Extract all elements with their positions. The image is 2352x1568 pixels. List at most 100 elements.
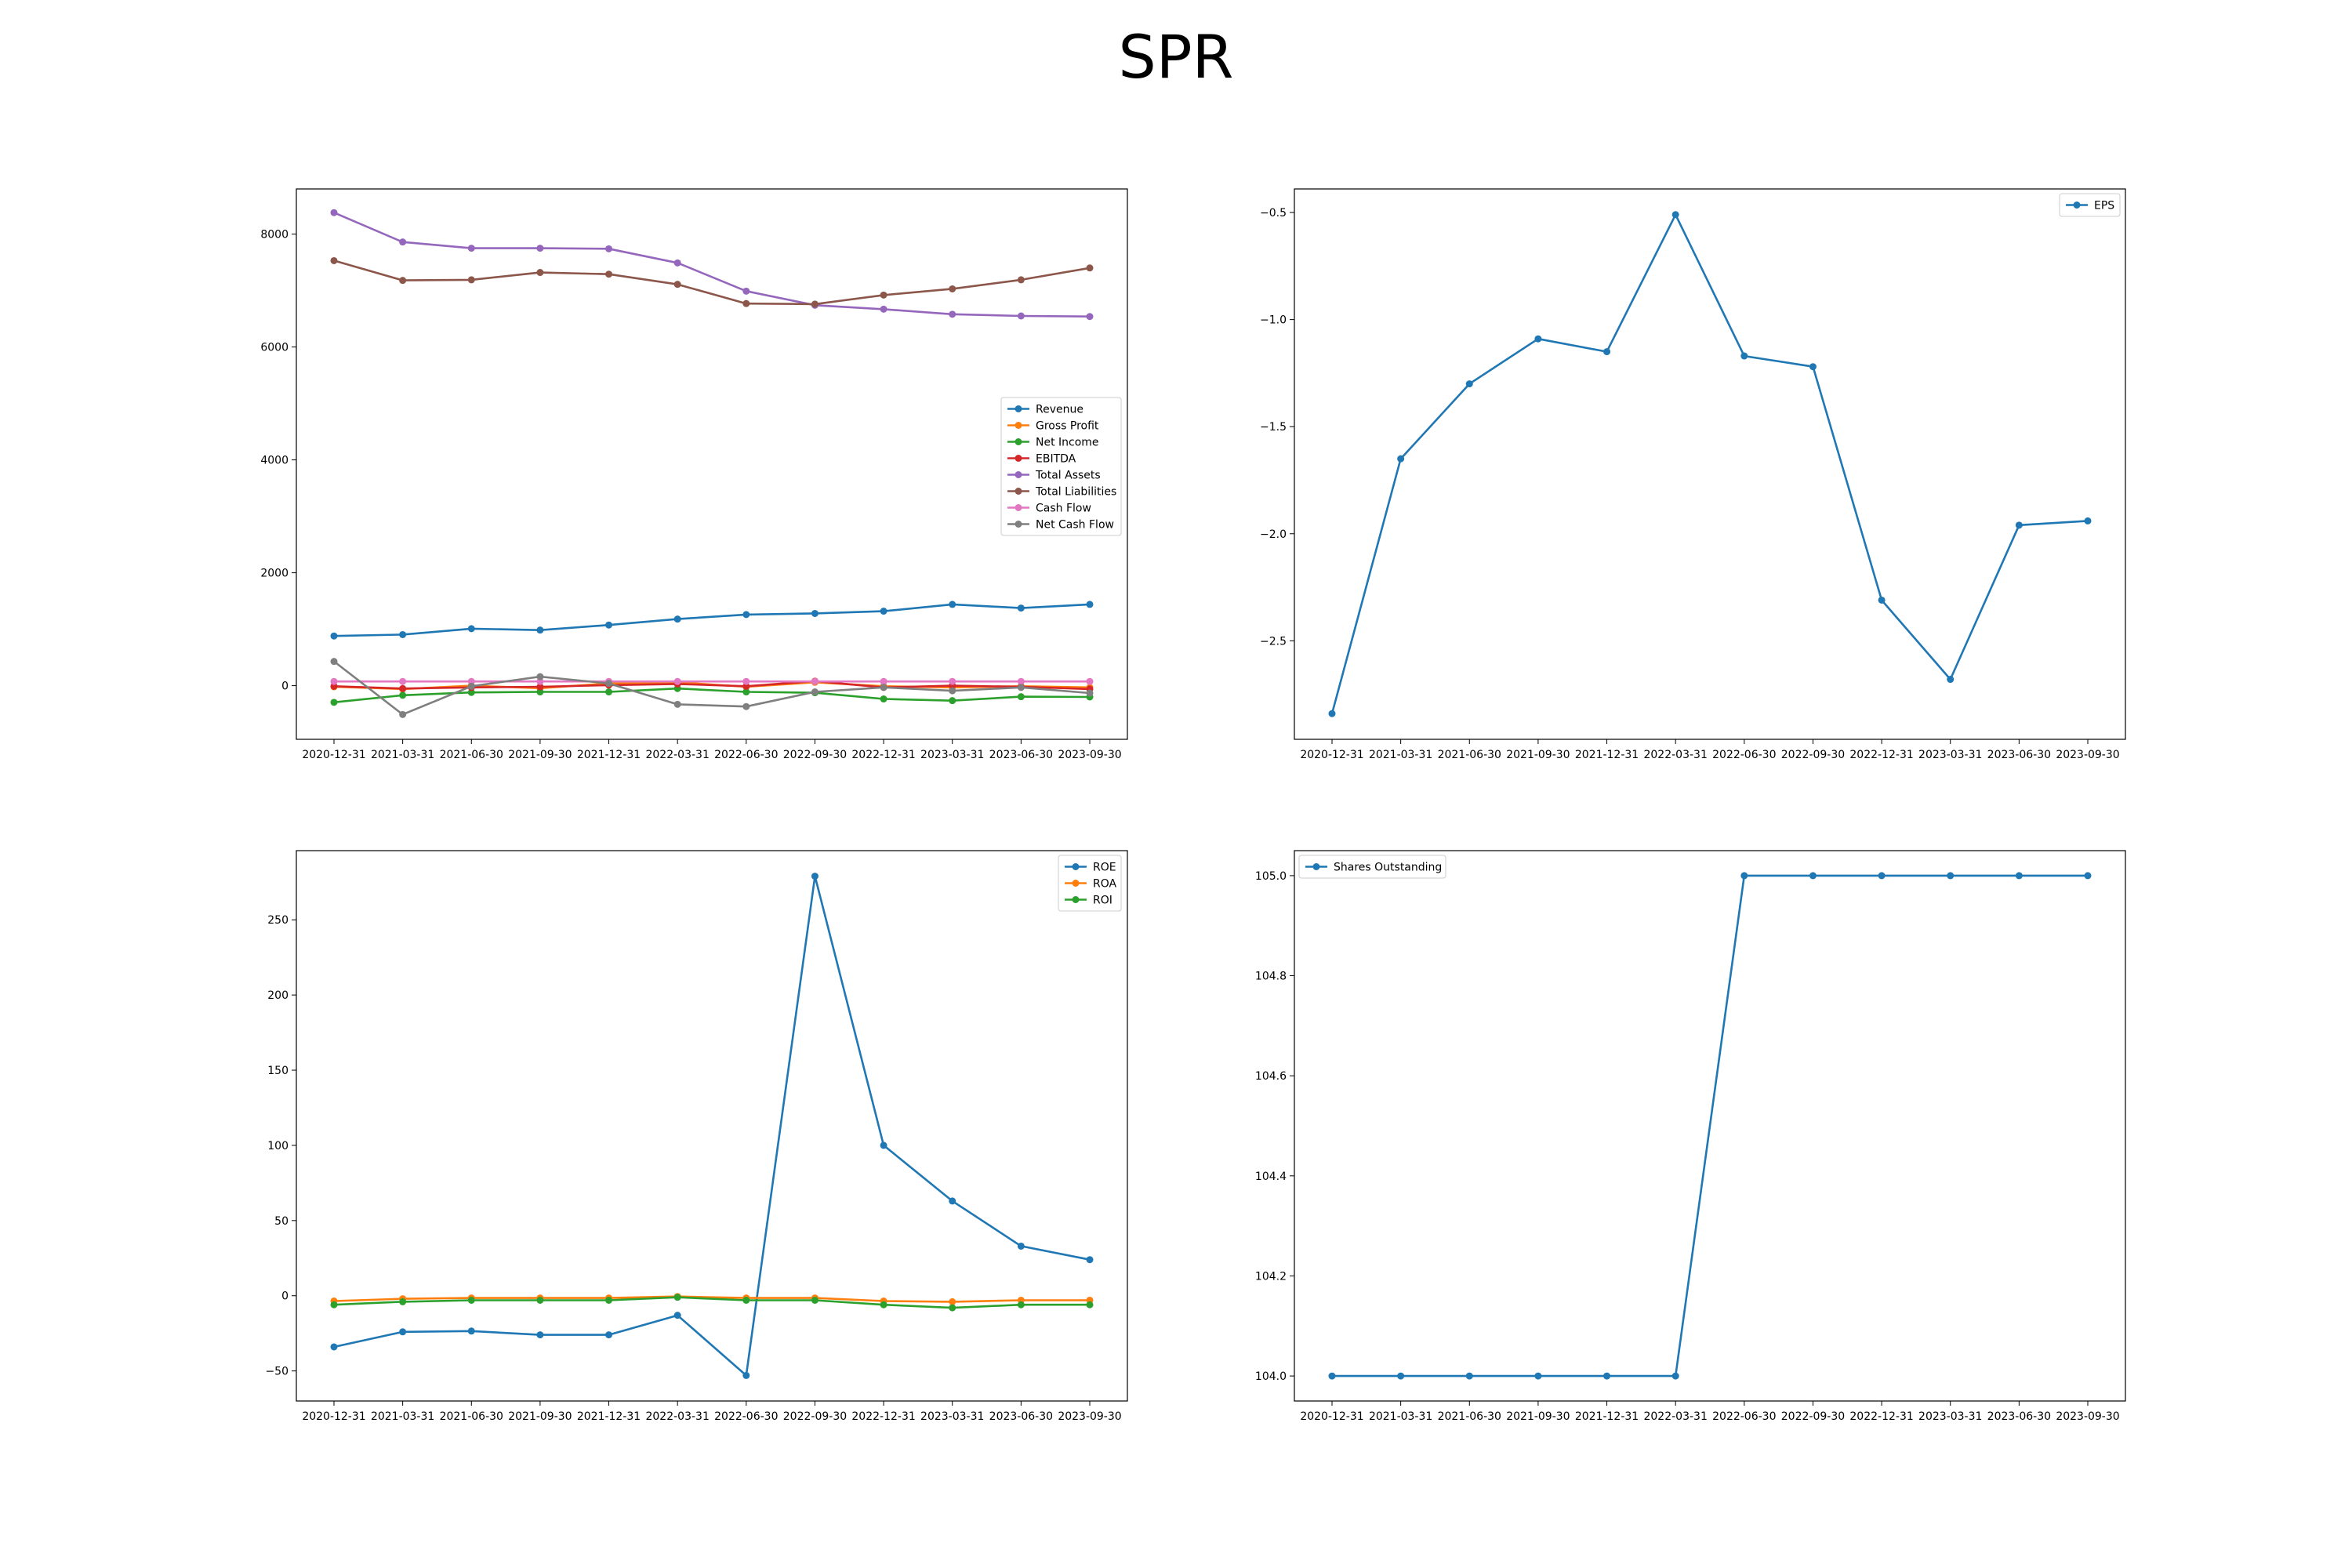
y-tick-label: 50 [274,1215,289,1228]
roi-point [399,1298,407,1305]
net-cash-flow-point [330,658,338,666]
x-tick-label: 2020-12-31 [1300,1410,1363,1423]
y-tick-label: 200 [267,989,289,1002]
cash-flow-point [330,677,338,685]
total-liabilities-point [1086,264,1094,272]
x-tick-label: 2023-09-30 [1058,749,1121,761]
eps-point [1465,380,1473,388]
total-liabilities-point [467,276,475,284]
eps-point [1671,211,1679,219]
roe-point [467,1327,475,1335]
cash-flow-point [673,677,681,685]
net-cash-flow-point [1017,684,1025,691]
plot-area [1294,188,2126,740]
page-title: SPR [1118,22,1234,92]
revenue-point [536,626,544,634]
roe-point [880,1142,887,1149]
roi-point [673,1294,681,1301]
revenue-point [880,608,887,615]
legend-marker-total-assets [1014,471,1022,478]
y-tick-label: 0 [281,1290,289,1303]
eps-point [2084,517,2092,524]
x-tick-label: 2020-12-31 [1300,749,1363,761]
net-cash-flow-point [1086,689,1094,697]
total-liabilities-point [811,300,818,308]
total-assets-line [333,212,1091,318]
legend-label-total-assets: Total Assets [1035,470,1101,482]
x-tick-label: 2023-09-30 [2056,1410,2119,1423]
total-liabilities-point [399,277,407,285]
x-tick-label: 2022-03-31 [645,1410,709,1423]
total-liabilities-line [333,260,1091,306]
legend-label-net-cash-flow: Net Cash Flow [1036,519,1114,532]
x-tick-label: 2021-09-30 [508,1410,572,1423]
legend-label-roi: ROI [1093,895,1112,907]
ebitda-point [399,684,407,692]
roi-point [605,1296,613,1304]
roe-point [949,1197,956,1205]
x-tick-label: 2020-12-31 [302,1410,365,1423]
y-tick-label: 250 [267,914,289,927]
net-cash-flow-point [673,700,681,708]
y-tick-label: 105.0 [1255,870,1287,883]
x-tick-label: 2021-09-30 [1506,1410,1570,1423]
net-income-point [605,688,613,696]
x-tick-label: 2022-06-30 [714,749,778,761]
roa-line [333,1295,1090,1303]
x-tick-label: 2020-12-31 [302,749,365,761]
x-tick-label: 2022-12-31 [851,749,915,761]
eps-point [1878,596,1886,604]
roi-point [949,1304,956,1312]
roi-point [467,1296,475,1304]
roi-point [880,1301,887,1308]
shares-outstanding-point [1809,872,1817,880]
legend-box [1000,397,1122,536]
y-tick-label: −2.0 [1260,528,1287,541]
legend-marker-net-income [1014,438,1022,445]
eps-point [2015,521,2023,529]
roe-point [742,1371,750,1379]
roe-point [399,1328,407,1336]
net-cash-flow-point [949,687,956,695]
x-tick-label: 2022-06-30 [1712,749,1776,761]
x-tick-label: 2022-09-30 [1781,1410,1845,1423]
net-income-point [536,688,544,696]
legend-marker-ebitda [1014,455,1022,462]
y-tick-label: −1.5 [1260,421,1287,434]
net-cash-flow-point [880,684,887,691]
x-tick-label: 2023-03-31 [920,1410,984,1423]
net-cash-flow-point [742,702,750,710]
shares-outstanding-point [1465,1372,1473,1380]
roe-point [673,1312,681,1319]
net-cash-flow-line [333,660,1091,716]
y-tick-label: 150 [267,1065,289,1077]
eps-point [1328,710,1336,717]
legend-label-net-income: Net Income [1036,437,1099,449]
plot-area [296,850,1128,1402]
y-tick-label: −0.5 [1260,207,1287,220]
eps-chart: 2020-12-31 2021-03-31 2021-06-30 2021-09-30… [1260,188,2126,761]
cash-flow-point [1086,677,1094,685]
x-tick-label: 2022-03-31 [1643,1410,1707,1423]
cash-flow-point [1017,677,1025,685]
y-tick-label: 104.0 [1255,1370,1287,1383]
y-tick-label: −50 [265,1366,289,1378]
x-tick-label: 2022-12-31 [851,1410,915,1423]
roe-line [333,875,1091,1377]
net-income-point [1017,693,1025,701]
revenue-point [811,609,818,617]
roi-line [333,1296,1090,1309]
legend-marker-cash-flow [1014,504,1022,511]
roi-point [330,1301,338,1308]
shares-outstanding-point [1671,1372,1679,1380]
legend-label-cash-flow: Cash Flow [1036,503,1091,515]
total-liabilities-point [742,299,750,307]
total-assets-point [1017,312,1025,320]
x-tick-label: 2021-06-30 [1438,1410,1501,1423]
shares-outstanding-point [2084,872,2092,880]
revenue-point [673,615,681,623]
revenue-line [333,603,1091,637]
x-tick-label: 2022-09-30 [783,1410,847,1423]
shares-outstanding-point [1534,1372,1542,1380]
total-assets-point [605,245,613,252]
